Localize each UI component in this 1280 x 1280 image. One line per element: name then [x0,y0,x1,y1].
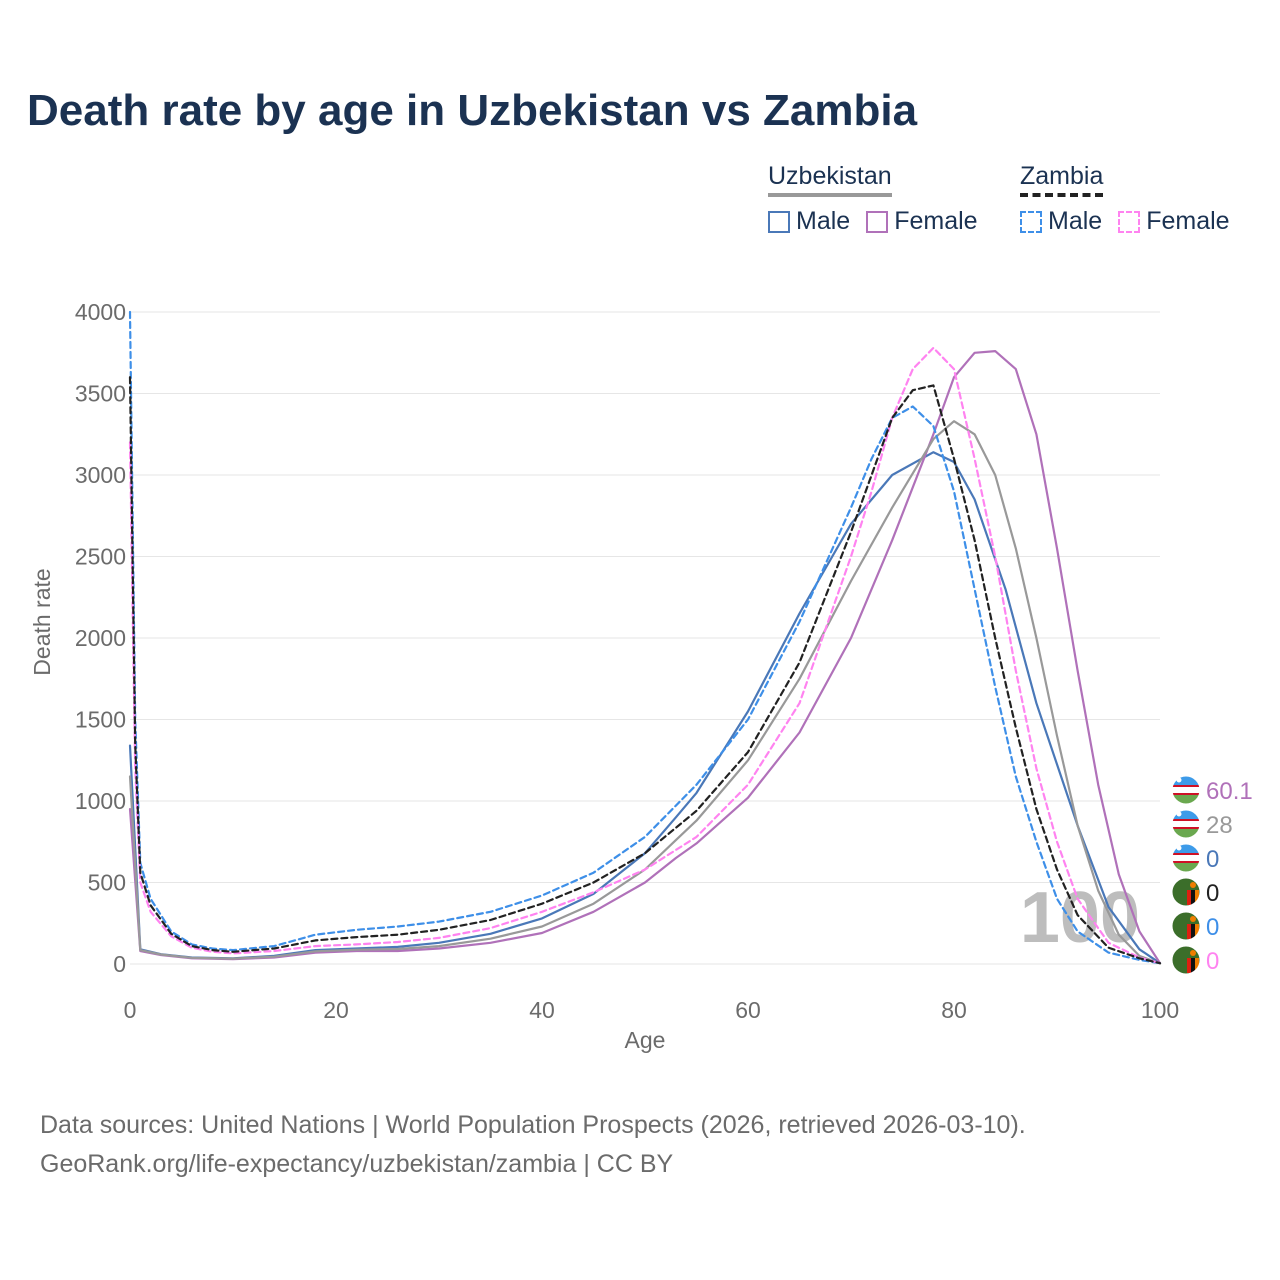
flag-border [1171,775,1201,805]
legend-swatch [1020,210,1042,233]
legend-group-zambia: Zambia Male Female [1020,162,1230,236]
end-labels: 60.1 28 0 0 0 0 [1171,775,1253,975]
series-line-uzbekistan-male[interactable] [128,451,1162,965]
end-label-value: 28 [1206,812,1233,839]
flag-border [1171,843,1201,873]
series-line-zambia-female[interactable] [128,346,1162,965]
zambia-flag-icon [1172,946,1200,974]
zambia-flag-icon [1172,878,1200,906]
y-tick-label: 3000 [75,462,126,488]
end-label-value: 0 [1206,948,1219,975]
legend-item-zambia-male[interactable]: Male [1020,207,1102,236]
legend-item-uzbekistan-female[interactable]: Female [866,207,978,236]
legend-title-zambia: Zambia [1020,162,1104,197]
y-tick-label: 500 [88,870,126,896]
legend-swatch [866,210,889,233]
zambia-flag-icon [1172,912,1200,940]
legend-item-zambia-female[interactable]: Female [1118,207,1230,236]
x-tick-label: 80 [941,997,967,1023]
y-tick-label: 3500 [75,381,126,407]
legend-swatch [768,210,790,233]
legend-label: Male [1048,207,1103,235]
x-tick-label: 40 [529,997,555,1023]
legend-group-uzbekistan: Uzbekistan Male Female [768,162,978,236]
legend-label: Female [1146,207,1230,235]
legend-swatch [1118,210,1141,233]
flag-border [1171,809,1201,839]
footer: Data sources: United Nations | World Pop… [40,1106,1026,1184]
y-axis-label: Death rate [29,568,55,675]
footer-sources: Data sources: United Nations | World Pop… [40,1111,1026,1139]
x-tick-label: 20 [323,997,349,1023]
y-tick-label: 4000 [75,299,126,325]
chart-title: Death rate by age in Uzbekistan vs Zambi… [27,86,918,135]
y-tick-label: 2000 [75,625,126,651]
y-tick-label: 0 [113,951,126,977]
grid-lines [130,311,1160,965]
y-tick-label: 2500 [75,544,126,570]
watermark-age: 100 [1020,878,1140,958]
x-tick-label: 60 [735,997,761,1023]
uzbekistan-flag-icon [1172,776,1200,804]
y-axis-ticks: 0 500 1000 1500 2000 2500 3000 3500 4000 [75,299,126,977]
end-label-value: 0 [1206,914,1219,941]
end-label-value: 0 [1206,846,1219,873]
series-line-uzbekistan-female[interactable] [128,350,1162,965]
x-tick-label: 100 [1141,997,1179,1023]
end-label-value: 0 [1206,880,1219,907]
x-axis-ticks: 0 20 40 60 80 100 [124,997,1180,1023]
y-tick-label: 1000 [75,788,126,814]
series-lines [128,310,1162,965]
uzbekistan-flag-icon [1172,810,1200,838]
flag-border [1171,945,1201,975]
series-line-zambia-male[interactable] [128,310,1162,965]
footer-link[interactable]: GeoRank.org/life-expectancy/uzbekistan/z… [40,1150,674,1178]
series-line-zambia-both[interactable] [128,376,1162,965]
y-tick-label: 1500 [75,707,126,733]
uzbekistan-flag-icon [1172,844,1200,872]
legend-label: Female [894,207,978,235]
series-line-uzbekistan-both[interactable] [128,420,1162,965]
legend-label: Male [796,207,851,235]
legend-item-uzbekistan-male[interactable]: Male [768,207,850,236]
flag-border [1171,911,1201,941]
flag-border [1171,877,1201,907]
legend-title-uzbekistan: Uzbekistan [768,162,892,197]
x-axis-label: Age [625,1027,666,1053]
end-label-value: 60.1 [1206,778,1253,805]
x-tick-label: 0 [124,997,137,1023]
